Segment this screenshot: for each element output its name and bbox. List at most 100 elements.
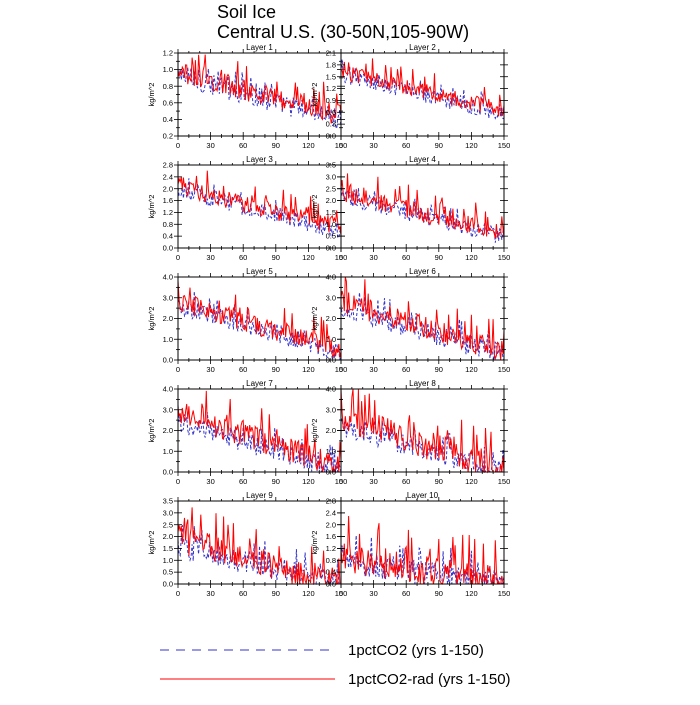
x-tick-label: 90	[272, 477, 280, 486]
x-tick-label: 120	[302, 253, 315, 262]
y-tick-label: 0.0	[326, 356, 336, 365]
x-tick-label: 120	[465, 365, 478, 374]
x-tick-label: 120	[302, 477, 315, 486]
x-tick-label: 150	[335, 589, 348, 598]
y-tick-label: 2.1	[326, 49, 336, 58]
panel-title: Layer 5	[246, 267, 273, 276]
y-tick-label: 2.8	[326, 497, 336, 506]
y-tick-label: 3.5	[163, 497, 173, 506]
series-line-1pctco2	[340, 417, 505, 473]
x-tick-label: 90	[435, 589, 443, 598]
y-tick-label: 0.3	[326, 120, 336, 129]
y-tick-label: 0.0	[326, 580, 336, 589]
y-tick-label: 0.0	[163, 468, 173, 477]
x-tick-label: 150	[335, 477, 348, 486]
y-tick-label: 4.0	[326, 385, 336, 394]
y-tick-label: 2.0	[163, 184, 173, 193]
x-tick-label: 90	[272, 141, 280, 150]
x-tick-label: 0	[339, 477, 343, 486]
y-tick-label: 2.0	[326, 196, 336, 205]
x-tick-label: 150	[498, 141, 511, 150]
x-tick-label: 60	[239, 253, 247, 262]
series-line-1pctco2	[340, 292, 505, 361]
x-tick-label: 60	[402, 365, 410, 374]
panel-layer-3: Layer 3 kg/m^2 0.0 0.4 0.8 1.2 1.6 2.0 2.4 2.8 0 30…	[147, 155, 347, 262]
y-tick-label: 1.5	[326, 208, 336, 217]
panel-layer-5: Layer 5 kg/m^2 0.0 1.0 2.0 3.0 4.0 0 30 60 90 120 15…	[147, 267, 347, 374]
y-tick-label: 1.0	[163, 447, 173, 456]
series-line-1pctco2-rad	[177, 390, 342, 473]
legend: 1pctCO2 (yrs 1-150) 1pctCO2-rad (yrs 1-1…	[160, 642, 511, 688]
x-tick-label: 150	[498, 589, 511, 598]
x-tick-label: 30	[206, 589, 214, 598]
y-axis-label: kg/m^2	[147, 419, 156, 443]
x-tick-label: 0	[339, 589, 343, 598]
y-tick-label: 1.2	[163, 208, 173, 217]
figure-subtitle: Central U.S. (30-50N,105-90W)	[217, 22, 469, 42]
x-tick-label: 60	[402, 253, 410, 262]
panel-title: Layer 6	[409, 267, 436, 276]
x-tick-label: 120	[302, 589, 315, 598]
series-line-1pctco2-rad	[340, 515, 505, 585]
series-line-1pctco2-rad	[177, 54, 342, 124]
y-tick-label: 0.6	[163, 98, 173, 107]
x-tick-label: 120	[465, 589, 478, 598]
panel-frame	[340, 52, 505, 137]
y-tick-label: 2.5	[326, 184, 336, 193]
y-tick-label: 1.6	[326, 532, 336, 541]
y-tick-label: 1.6	[163, 196, 173, 205]
y-axis-label: kg/m^2	[310, 195, 319, 219]
x-tick-label: 120	[302, 365, 315, 374]
x-tick-label: 90	[435, 365, 443, 374]
y-tick-label: 2.8	[163, 161, 173, 170]
y-tick-label: 1.2	[163, 49, 173, 58]
x-tick-label: 30	[206, 477, 214, 486]
x-tick-label: 30	[369, 365, 377, 374]
x-tick-label: 150	[335, 253, 348, 262]
x-tick-label: 0	[176, 589, 180, 598]
y-tick-label: 4.0	[163, 273, 173, 282]
x-tick-label: 120	[465, 477, 478, 486]
y-axis-label: kg/m^2	[147, 195, 156, 219]
y-tick-label: 0.0	[326, 468, 336, 477]
series-line-1pctco2-rad	[177, 280, 342, 358]
y-tick-label: 3.0	[163, 293, 173, 302]
x-tick-label: 60	[239, 141, 247, 150]
y-tick-label: 0.0	[163, 580, 173, 589]
y-tick-label: 2.0	[163, 426, 173, 435]
panel-title: Layer 7	[246, 379, 273, 388]
panel-frame	[340, 500, 505, 585]
y-tick-label: 0.0	[163, 244, 173, 253]
legend-label-1pctco2-rad: 1pctCO2-rad (yrs 1-150)	[348, 671, 511, 688]
x-tick-label: 60	[402, 141, 410, 150]
x-tick-label: 30	[206, 365, 214, 374]
series-line-1pctco2	[177, 178, 342, 239]
panels-group: Layer 1 kg/m^2 0.2 0.4 0.6 0.8 1.0 1.2 0 30 60 90 12…	[147, 43, 510, 598]
series-line-1pctco2	[340, 59, 505, 120]
panel-title: Layer 10	[407, 491, 439, 500]
y-tick-label: 0.8	[163, 220, 173, 229]
panel-title: Layer 4	[409, 155, 436, 164]
x-tick-label: 0	[339, 365, 343, 374]
x-tick-label: 0	[339, 141, 343, 150]
series-line-1pctco2	[177, 67, 342, 130]
y-tick-label: 0.5	[163, 568, 173, 577]
series-line-1pctco2-rad	[340, 276, 505, 361]
y-tick-label: 3.5	[326, 161, 336, 170]
x-tick-label: 30	[369, 253, 377, 262]
y-axis-label: kg/m^2	[147, 531, 156, 555]
y-tick-label: 0.2	[163, 132, 173, 141]
y-tick-label: 2.0	[163, 314, 173, 323]
x-tick-label: 120	[302, 141, 315, 150]
y-tick-label: 1.0	[326, 335, 336, 344]
x-tick-label: 60	[239, 477, 247, 486]
y-tick-label: 2.0	[163, 532, 173, 541]
y-tick-label: 2.0	[326, 520, 336, 529]
panel-title: Layer 9	[246, 491, 273, 500]
x-tick-label: 150	[335, 141, 348, 150]
y-tick-label: 1.5	[326, 72, 336, 81]
x-tick-label: 30	[369, 589, 377, 598]
y-tick-label: 1.5	[163, 544, 173, 553]
series-line-1pctco2-rad	[340, 58, 505, 117]
